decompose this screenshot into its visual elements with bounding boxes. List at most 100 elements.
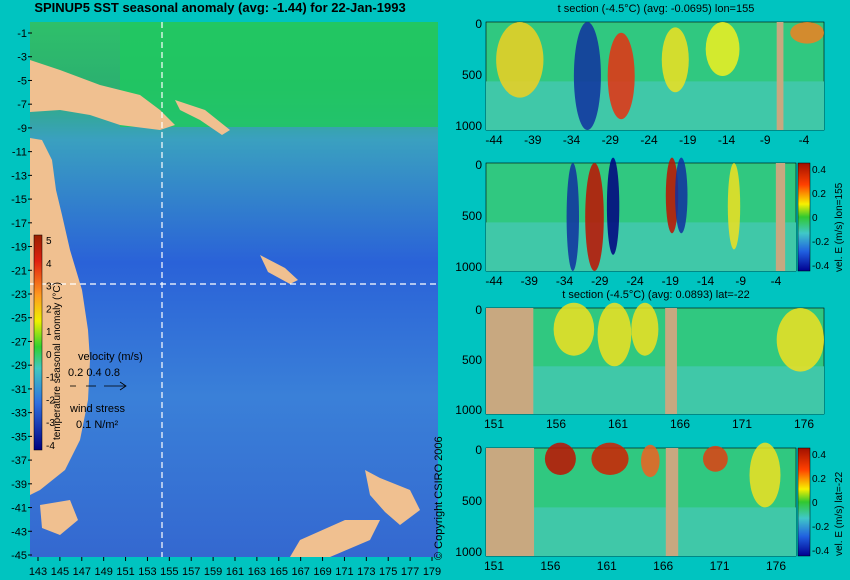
map-y-tick-label: -3 [17, 52, 27, 64]
velocity-arrows [70, 381, 127, 391]
map-y-tick-label: -37 [11, 455, 27, 467]
section-x-tick-label: -39 [524, 133, 542, 147]
section-land [776, 22, 784, 130]
new-zealand-north-land [365, 470, 420, 525]
section-y-tick-label: 0 [475, 158, 482, 172]
section-anomaly-blob [553, 302, 595, 356]
section-anomaly-blob [749, 442, 781, 508]
map-y-tick-label: -5 [17, 75, 27, 87]
section-x-tick-label: -29 [602, 133, 620, 147]
lat-section-title: t section (-4.5°C) (avg: 0.0893) lat=-22 [562, 289, 750, 301]
section-x-tick-label: -44 [485, 133, 503, 147]
velocity-label: velocity (m/s) [78, 351, 143, 363]
map-x-tick-label: 161 [226, 566, 244, 578]
section-deep [486, 507, 796, 556]
map-y-tick-label: -17 [11, 218, 27, 230]
section-x-tick-label: -24 [640, 133, 658, 147]
section-y-tick-label: 0 [475, 443, 482, 457]
section-deep [486, 222, 796, 271]
map-y-tick-label: -21 [11, 265, 27, 277]
lon-vel-colorbar-label: vel. E (m/s) lon=155 [834, 182, 845, 272]
section-panel-0: 0 500 1000-44 -39 -34 -29 -24 -19 -14 -9 -4 [455, 17, 825, 147]
section-land [665, 308, 677, 414]
wind-stress-scale: 0.1 N/m² [76, 419, 119, 431]
map-x-tick-label: 145 [51, 566, 69, 578]
section-x-tick-label: -9 [760, 133, 771, 147]
section-panel-1: 0 500 1000-44 -39 -34 -29 -24 -19 -14 -9 -4 0.4 0.2 0… [455, 157, 830, 288]
map-y-tick-label: -13 [11, 170, 27, 182]
vel-colorbar [797, 447, 811, 557]
section-x-tick-label: 156 [546, 417, 566, 431]
section-x-tick-label: 176 [794, 417, 814, 431]
map-y-tick-label: -1 [17, 28, 27, 40]
section-x-tick-label: 166 [653, 559, 673, 573]
map-x-tick-label: 175 [379, 566, 397, 578]
vel-colorbar-tick-label: 0 [812, 498, 818, 509]
section-x-tick-label: -29 [591, 274, 609, 288]
section-x-tick-label: 151 [484, 559, 504, 573]
section-anomaly-blob [641, 444, 660, 478]
map-x-tick-label: 179 [423, 566, 441, 578]
map-x-tick-label: 167 [291, 566, 309, 578]
wind-stress-label: wind stress [69, 403, 126, 415]
map-x-tick-label: 153 [138, 566, 156, 578]
section-anomaly-blob [661, 27, 689, 93]
australia-land [30, 138, 90, 495]
section-deep [486, 81, 824, 130]
map-y-tick-label: -23 [11, 289, 27, 301]
section-y-tick-label: 1000 [455, 545, 482, 559]
sst-colorbar-tick-label: -4 [46, 441, 55, 452]
section-x-tick-label: -4 [799, 133, 810, 147]
section-anomaly-blob [496, 22, 544, 98]
vel-colorbar-tick-label: 0.2 [812, 189, 826, 200]
section-y-tick-label: 500 [462, 353, 482, 367]
vel-colorbar-tick-label: -0.4 [812, 546, 830, 557]
map-y-tick-label: -29 [11, 360, 27, 372]
section-anomaly-blob [573, 22, 601, 130]
map-x-axis: 143 145 147 149 151 153 155 157 159 161 163 165 167 1… [29, 557, 441, 578]
section-y-tick-label: 0 [475, 17, 482, 31]
section-x-tick-label: -19 [679, 133, 697, 147]
map-y-tick-label: -35 [11, 431, 27, 443]
map-y-tick-label: -27 [11, 336, 27, 348]
section-x-tick-label: 171 [710, 559, 730, 573]
section-x-tick-label: 171 [732, 417, 752, 431]
green-north-band [120, 22, 438, 127]
section-x-tick-label: 176 [766, 559, 786, 573]
new-zealand-south-land [290, 520, 380, 557]
section-x-tick-label: -9 [735, 274, 746, 288]
sst-colorbar-tick-label: 0 [46, 350, 52, 361]
section-x-tick-label: -24 [626, 274, 644, 288]
map-x-tick-label: 157 [182, 566, 200, 578]
vel-colorbar [797, 162, 811, 272]
map-y-tick-label: -25 [11, 313, 27, 325]
map-y-tick-label: -33 [11, 408, 27, 420]
map-y-tick-label: -9 [17, 123, 27, 135]
sst-colorbar-label: temperature seasonal anomaly (°C) [52, 282, 63, 440]
map-x-tick-label: 147 [73, 566, 91, 578]
section-x-tick-label: -4 [771, 274, 782, 288]
map-y-axis: -1 -3 -5 -7 -9 -11 -13 -15 -17 -19 -21 -23 -25 -27 -29… [11, 28, 32, 562]
map-x-tick-label: 149 [94, 566, 112, 578]
section-y-tick-label: 1000 [455, 260, 482, 274]
sst-colorbar-tick-label: 2 [46, 304, 52, 315]
map-y-tick-label: -19 [11, 242, 27, 254]
lat-vel-colorbar-label: vel. E (m/s) lat=-22 [834, 471, 845, 556]
section-land [486, 448, 535, 556]
section-y-tick-label: 1000 [455, 119, 482, 133]
vel-colorbar-tick-label: -0.4 [812, 261, 830, 272]
section-x-tick-label: 156 [540, 559, 560, 573]
section-x-tick-label: -14 [697, 274, 715, 288]
lon-section-title: t section (-4.5°C) (avg: -0.0695) lon=15… [557, 3, 755, 15]
sst-colorbar-tick-label: 5 [46, 236, 52, 247]
section-anomaly-blob [703, 445, 728, 472]
map-x-tick-label: 159 [204, 566, 222, 578]
new-caledonia-land [260, 255, 298, 284]
map-y-tick-label: -39 [11, 479, 27, 491]
section-land [486, 308, 534, 414]
map-y-tick-label: -11 [12, 147, 27, 159]
sst-colorbar-tick-label: 1 [46, 327, 52, 338]
section-anomaly-blob [566, 163, 579, 271]
section-x-tick-label: -44 [485, 274, 503, 288]
